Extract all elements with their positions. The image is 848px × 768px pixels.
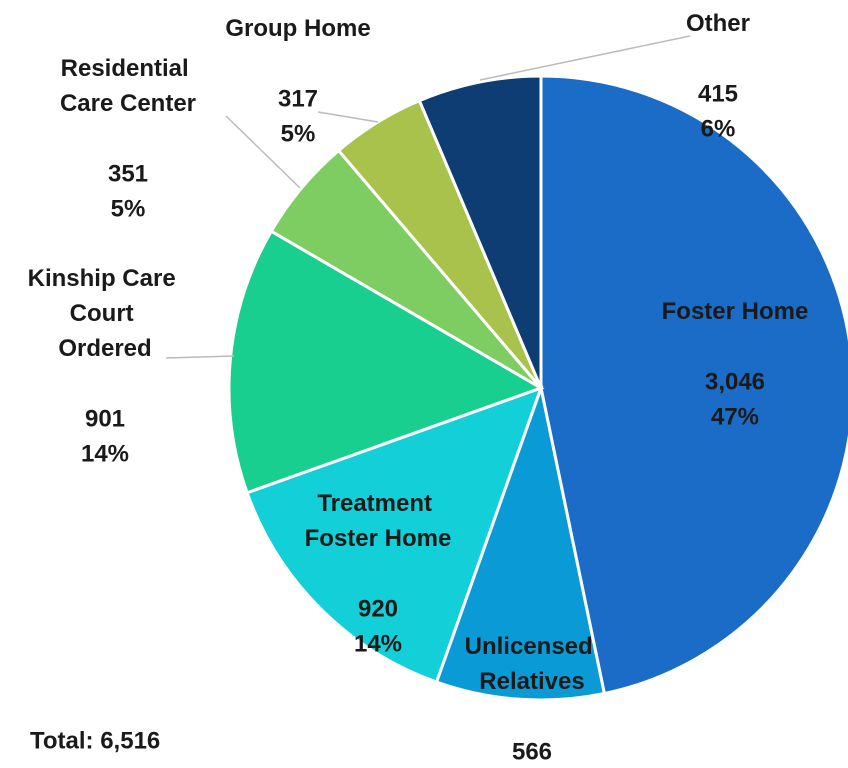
leader-line xyxy=(479,35,691,81)
slice-percent-label: 47% xyxy=(711,403,759,430)
leader-line xyxy=(165,355,235,359)
slice-percent-label: 14% xyxy=(354,630,402,657)
slice-percent-label: 5% xyxy=(281,120,316,147)
slice-label: Other xyxy=(686,10,750,37)
leader-line xyxy=(225,115,301,189)
slice-percent-label: 6% xyxy=(701,115,736,142)
pie-slice xyxy=(245,385,544,684)
pie-slice xyxy=(434,382,607,702)
slice-value-label: 901 xyxy=(85,405,125,432)
leader-line xyxy=(317,111,379,123)
slice-percent-label: 14% xyxy=(81,440,129,467)
slice-value-label: 415 xyxy=(698,80,738,107)
slice-value-label: 3,046 xyxy=(705,368,765,395)
slice-value-label: 920 xyxy=(358,595,398,622)
pie-slice xyxy=(539,74,848,696)
total-annotation: Total: 6,516 xyxy=(30,727,160,754)
pie-slice xyxy=(227,229,545,495)
slice-label: Foster Home xyxy=(662,298,809,325)
slice-value-label: 317 xyxy=(278,85,318,112)
slice-label: Residential Care Center xyxy=(60,55,196,117)
slice-label: Group Home xyxy=(225,15,370,42)
slice-label: Unlicensed Relatives xyxy=(465,633,600,695)
slice-value-label: 566 xyxy=(512,738,552,765)
pie-slice xyxy=(417,74,543,389)
slice-value-label: 351 xyxy=(108,160,148,187)
slice-percent-label: 5% xyxy=(111,195,146,222)
slice-label: Treatment Foster Home xyxy=(305,490,452,552)
slice-label: Kinship Care Court Ordered xyxy=(28,265,183,362)
